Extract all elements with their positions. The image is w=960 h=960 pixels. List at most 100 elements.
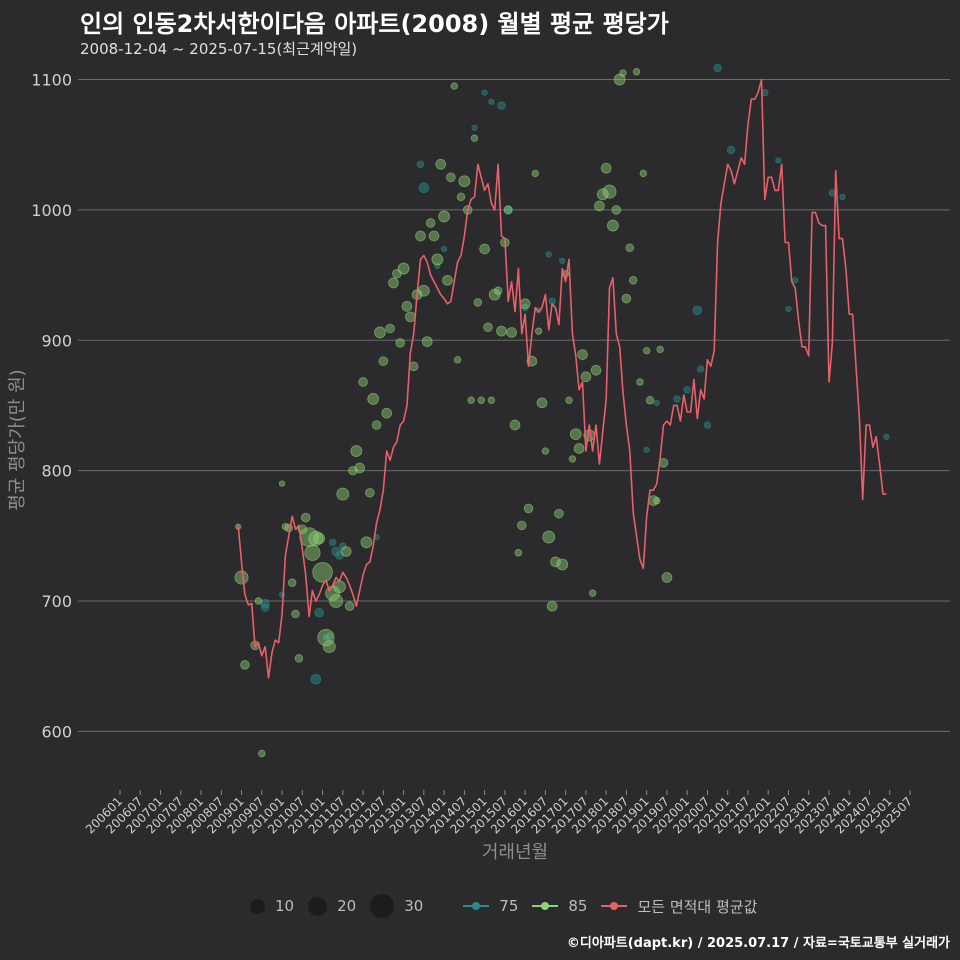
scatter-point-85 [258, 749, 266, 758]
size-legend-30: 30 [370, 894, 423, 918]
y-tick-label: 1000 [31, 201, 72, 220]
scatter-point-85 [304, 544, 321, 561]
scatter-point-85 [291, 609, 300, 619]
scatter-point-85 [565, 396, 573, 404]
scatter-point-85 [628, 276, 638, 285]
scatter-point-85 [467, 396, 475, 404]
scatter-point-85 [554, 508, 564, 519]
scatter-point-85 [425, 218, 436, 228]
series-legend-75: 75 [463, 897, 518, 915]
scatter-point-75 [418, 182, 430, 194]
scatter-point-85 [456, 192, 466, 202]
scatter-point-85 [656, 345, 664, 354]
scatter-point-85 [496, 325, 507, 337]
scatter-point-85 [378, 356, 389, 366]
scatter-point-75 [692, 305, 703, 316]
y-tick-label: 1100 [31, 71, 72, 90]
size-legend-10: 10 [250, 897, 294, 915]
average-line [237, 78, 887, 679]
scatter-point-85 [401, 301, 413, 312]
chart-legend: 10 20 30 75 85 모든 면적대 평균값 [250, 892, 771, 920]
scatter-point-75 [696, 365, 705, 373]
scatter-point-75 [559, 257, 566, 264]
scatter-point-85 [438, 210, 451, 223]
scatter-point-85 [428, 230, 440, 242]
scatter-point-85 [446, 172, 456, 183]
scatter-point-85 [569, 428, 582, 441]
scatter-point-85 [365, 487, 375, 498]
y-tick-label: 700 [41, 592, 72, 611]
scatter-point-85 [653, 496, 661, 505]
scatter-point-75 [643, 446, 650, 453]
size-legend-20: 20 [308, 896, 356, 916]
scatter-point-85 [431, 253, 444, 266]
scatter-point-85 [371, 420, 382, 430]
scatter-point-85 [415, 230, 426, 242]
scatter-point-85 [312, 562, 333, 583]
scatter-point-85 [588, 589, 597, 597]
scatter-point-75 [839, 193, 846, 201]
scatter-point-85 [479, 243, 490, 255]
size-legend-circle-large [370, 894, 395, 918]
scatter-point-85 [611, 205, 622, 215]
scatter-point-85 [632, 68, 641, 76]
scatter-point-85 [580, 371, 592, 383]
scatter-point-75 [310, 673, 322, 685]
scatter-point-85 [514, 549, 523, 557]
scatter-point-85 [329, 593, 344, 608]
y-tick-label: 800 [41, 462, 72, 481]
scatter-point-75 [653, 399, 660, 406]
scatter-point-75 [481, 89, 488, 96]
scatter-point-75 [328, 538, 337, 547]
scatter-point-85 [300, 512, 311, 523]
scatter-point-85 [542, 530, 556, 544]
scatter-point-75 [503, 205, 514, 215]
scatter-point-85 [421, 336, 433, 347]
scatter-point-85 [523, 503, 534, 514]
series-legend-swatch-75 [463, 899, 490, 913]
scatter-point-85 [534, 327, 543, 335]
scatter-point-85 [519, 298, 531, 310]
scatter-point-85 [493, 286, 503, 295]
scatter-point-85 [240, 660, 250, 670]
scatter-point-85 [381, 407, 393, 419]
scatter-point-75 [416, 160, 425, 168]
scatter-point-85 [550, 556, 561, 568]
scatter-point-85 [395, 338, 406, 348]
scatter-point-75 [260, 603, 270, 612]
scatter-point-85 [354, 462, 366, 474]
scatter-point-85 [358, 377, 368, 387]
scatter-point-85 [619, 69, 627, 77]
scatter-point-85 [234, 570, 249, 585]
scatter-point-85 [546, 600, 558, 612]
scatter-point-75 [440, 245, 448, 253]
scatter-point-85 [308, 530, 324, 546]
scatter-point-85 [487, 396, 496, 404]
scatter-point-85 [483, 322, 493, 333]
scatter-point-85 [294, 654, 304, 663]
scatter-point-85 [503, 205, 513, 215]
scatter-point-75 [713, 63, 722, 73]
scatter-point-85 [254, 597, 263, 605]
scatter-point-85 [367, 393, 380, 405]
scatter-point-85 [590, 364, 602, 376]
scatter-point-85 [568, 455, 577, 463]
scatter-point-85 [506, 327, 517, 338]
scatter-point-85 [470, 134, 479, 142]
series-legend-avg: 모든 면적대 평균값 [601, 896, 757, 917]
scatter-point-75 [314, 607, 324, 618]
scatter-point-85 [284, 523, 294, 533]
scatter-point-85 [607, 219, 619, 232]
scatter-point-85 [594, 200, 605, 212]
scatter-point-85 [636, 378, 644, 386]
scatter-point-85 [435, 158, 447, 170]
scatter-point-85 [442, 274, 453, 286]
scatter-point-85 [332, 580, 346, 594]
scatter-point-85 [509, 419, 521, 431]
scatter-point-75 [775, 157, 782, 164]
scatter-point-85 [625, 243, 635, 252]
scatter-point-75 [488, 98, 495, 105]
scatter-point-85 [516, 520, 527, 531]
y-tick-label: 600 [41, 722, 72, 741]
